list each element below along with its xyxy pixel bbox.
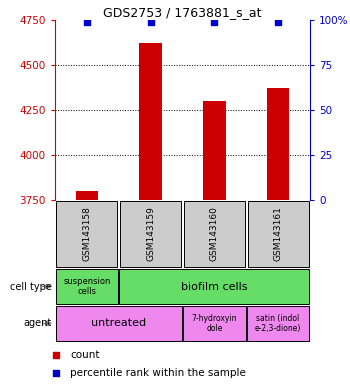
Text: agent: agent (23, 318, 51, 328)
Text: GSM143161: GSM143161 (274, 207, 283, 262)
Bar (76, 191, 98, 200)
Text: cell type: cell type (9, 281, 51, 291)
Bar (247, 306, 309, 341)
Text: biofilm cells: biofilm cells (181, 281, 248, 291)
Bar (184, 201, 245, 267)
Bar (267, 88, 289, 200)
Text: count: count (70, 350, 99, 360)
Bar (183, 306, 246, 341)
Bar (119, 270, 309, 303)
Bar (56, 270, 118, 303)
Text: suspension
cells: suspension cells (63, 277, 111, 296)
Text: satin (indol
e-2,3-dione): satin (indol e-2,3-dione) (255, 314, 301, 333)
Point (84, 19, 90, 25)
Bar (120, 201, 181, 267)
Bar (139, 43, 162, 200)
Bar (247, 201, 309, 267)
Text: GSM143159: GSM143159 (146, 207, 155, 262)
Point (148, 19, 153, 25)
Bar (56, 306, 182, 341)
Title: GDS2753 / 1763881_s_at: GDS2753 / 1763881_s_at (103, 6, 262, 19)
Text: GSM143158: GSM143158 (82, 207, 91, 262)
Text: 7-hydroxyin
dole: 7-hydroxyin dole (192, 314, 237, 333)
Point (275, 19, 281, 25)
Point (53, 370, 59, 376)
Bar (56, 201, 118, 267)
Text: GSM143160: GSM143160 (210, 207, 219, 262)
Point (53, 352, 59, 358)
Bar (203, 101, 225, 200)
Text: percentile rank within the sample: percentile rank within the sample (70, 368, 246, 378)
Text: untreated: untreated (91, 318, 146, 328)
Point (211, 19, 217, 25)
